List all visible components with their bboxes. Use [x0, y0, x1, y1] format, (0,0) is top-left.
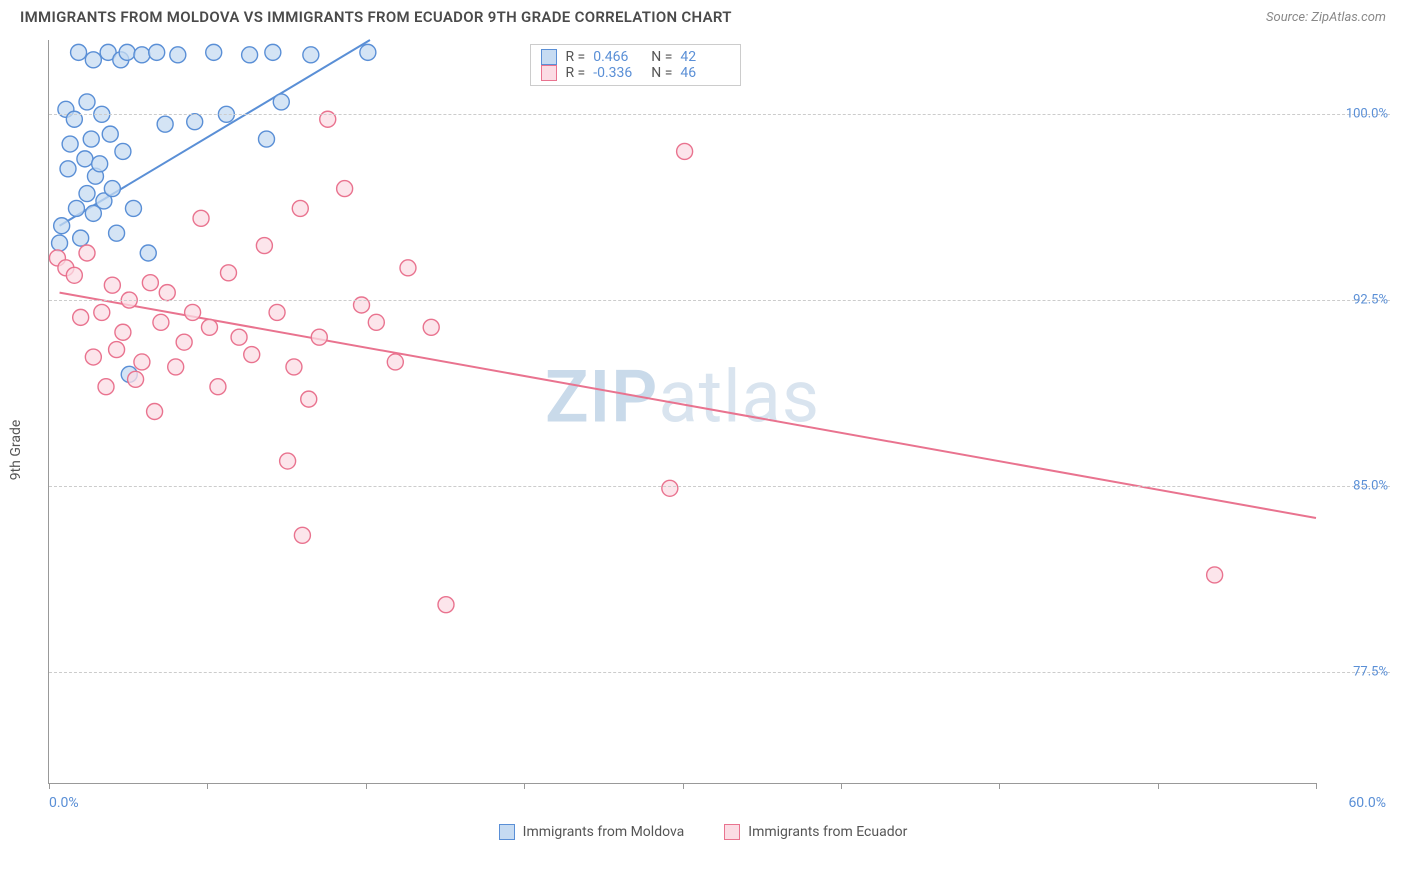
bottom-legend-ecuador: Immigrants from Ecuador — [724, 824, 907, 840]
r-label-0: R = — [565, 49, 585, 65]
n-value-0: 42 — [680, 49, 730, 65]
n-label-1: N = — [651, 65, 672, 81]
y-axis-label: 9th Grade — [8, 420, 24, 481]
bottom-legend-moldova: Immigrants from Moldova — [499, 824, 685, 840]
x-min-label: 0.0% — [49, 795, 79, 811]
bottom-label-ecuador: Immigrants from Ecuador — [748, 824, 907, 840]
legend-row-moldova: R = 0.466 N = 42 — [541, 49, 730, 65]
chart-container: 9th Grade ZIPatlas R = 0.466 N = 42 R = … — [0, 32, 1406, 852]
n-value-1: 46 — [680, 65, 730, 81]
header: IMMIGRANTS FROM MOLDOVA VS IMMIGRANTS FR… — [0, 0, 1406, 32]
bottom-swatch-ecuador — [724, 824, 740, 840]
y-tick-label: 77.5% — [1353, 664, 1388, 679]
bottom-label-moldova: Immigrants from Moldova — [523, 824, 685, 840]
bottom-legend: Immigrants from Moldova Immigrants from … — [0, 824, 1406, 840]
y-tick-label: 100.0% — [1346, 107, 1388, 122]
r-label-1: R = — [565, 65, 585, 81]
correlation-legend: R = 0.466 N = 42 R = -0.336 N = 46 — [530, 44, 741, 86]
r-value-0: 0.466 — [593, 49, 643, 65]
swatch-moldova — [541, 49, 557, 65]
bottom-swatch-moldova — [499, 824, 515, 840]
plot-area: ZIPatlas R = 0.466 N = 42 R = -0.336 N =… — [48, 40, 1316, 784]
y-tick-label: 85.0% — [1353, 478, 1388, 493]
y-tick-label: 92.5% — [1353, 293, 1388, 308]
n-label-0: N = — [651, 49, 672, 65]
chart-title: IMMIGRANTS FROM MOLDOVA VS IMMIGRANTS FR… — [20, 8, 732, 26]
swatch-ecuador — [541, 65, 557, 81]
legend-row-ecuador: R = -0.336 N = 46 — [541, 65, 730, 81]
r-value-1: -0.336 — [593, 65, 643, 81]
x-max-label: 60.0% — [1348, 795, 1386, 811]
source-label: Source: ZipAtlas.com — [1266, 10, 1386, 25]
